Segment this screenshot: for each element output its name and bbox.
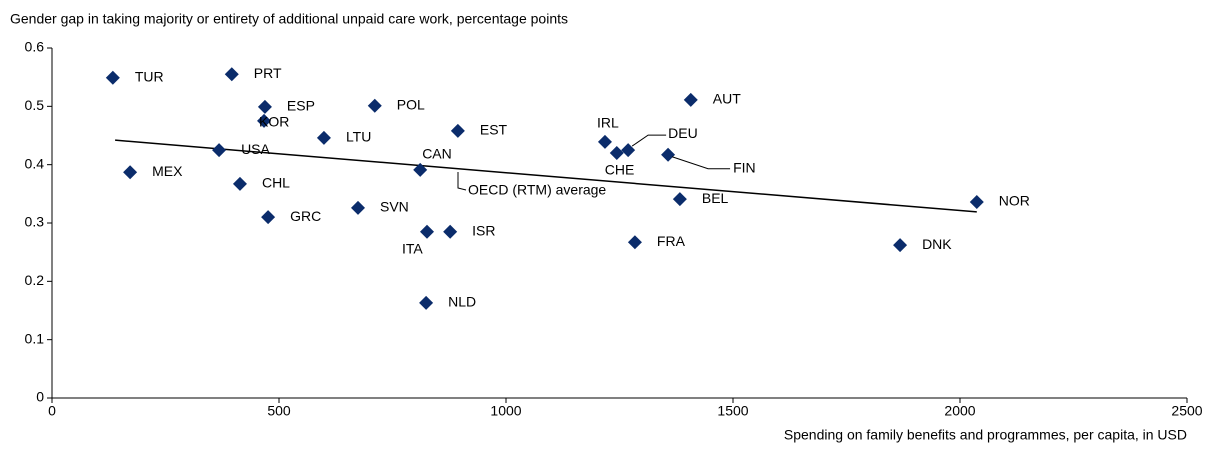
point-label: PRT [254,65,282,81]
point [261,210,276,225]
x-tick-label: 2000 [944,403,975,419]
point-label: EST [480,122,508,138]
leader-line [457,172,467,191]
point-label: GRC [290,208,321,224]
y-tick-label: 0 [36,389,44,405]
point [683,92,698,107]
point-label: SVN [380,199,409,215]
point [419,295,434,310]
y-tick-label: 0.6 [25,39,45,55]
y-tick-label: 0.1 [25,330,45,346]
point-label: FRA [657,233,686,249]
point [232,176,247,191]
point [661,147,676,162]
point-label: NLD [448,294,476,310]
point [224,67,239,82]
x-tick-label: 1000 [490,403,521,419]
point-label: CHE [605,162,635,178]
point-label: NOR [999,193,1030,209]
point-label: ESP [287,98,315,114]
x-tick-label: 0 [48,403,56,419]
x-tick-label: 2500 [1171,403,1202,419]
y-tick-label: 0.3 [25,214,45,230]
y-tick-label: 0.2 [25,272,45,288]
point [597,134,612,149]
y-axis-title: Gender gap in taking majority or entiret… [10,11,568,27]
trendline-label: OECD (RTM) average [468,182,606,198]
point [627,235,642,250]
trendline [115,139,977,213]
point-label: DNK [922,236,952,252]
point [893,238,908,253]
point [672,192,687,207]
x-tick-label: 500 [267,403,291,419]
point [609,146,624,160]
leader-line [671,156,731,170]
point [413,162,428,177]
point [621,143,636,158]
point [316,130,331,145]
point [257,113,272,128]
point-label: ITA [402,240,423,256]
point-label: POL [397,96,425,112]
point [123,165,138,180]
point [420,224,435,239]
point-label: CHL [262,175,290,191]
point-label: CAN [422,146,452,162]
point [257,99,272,114]
point [969,195,984,209]
point [105,70,120,85]
x-axis-title: Spending on family benefits and programm… [784,427,1187,443]
point-label: ISR [472,222,495,238]
point-label: IRL [597,115,619,131]
point [367,98,382,113]
point-label: LTU [346,129,371,145]
y-tick-label: 0.5 [25,97,45,113]
y-tick-label: 0.4 [25,155,45,171]
point-label: TUR [135,68,164,84]
point-label: MEX [152,163,183,179]
point [450,123,465,138]
point-label: KOR [259,114,289,130]
point-label: DEU [668,125,698,141]
point [350,200,365,215]
point [212,143,227,158]
x-tick-label: 1500 [717,403,748,419]
point-label: AUT [713,91,741,107]
point-label: USA [241,141,270,157]
point-label: BEL [702,190,729,206]
point [443,224,458,239]
leader-line [631,134,667,147]
point-label: FIN [733,159,756,175]
